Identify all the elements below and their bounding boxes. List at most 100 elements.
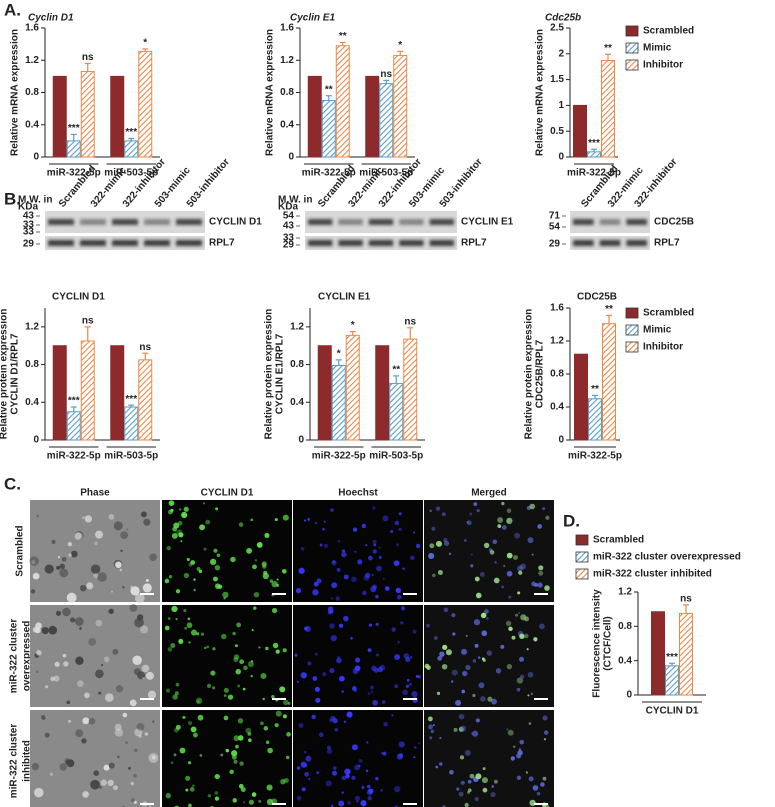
panel-label: B. <box>4 189 21 208</box>
blot-band <box>573 240 594 246</box>
x-tick-label: miR-503-5p <box>104 168 158 179</box>
y-tick-label: 1.2 <box>618 587 632 598</box>
bar <box>679 612 693 696</box>
x-tick-label: miR-322-5p <box>567 168 621 179</box>
y-axis-label: Fluorescence intensity <box>592 589 603 698</box>
column-header: Phase <box>80 488 110 499</box>
y-tick-label: 1.2 <box>25 321 39 332</box>
y-tick-label: 1.2 <box>280 55 294 66</box>
legend-swatch <box>625 324 639 336</box>
y-tick-label: 0 <box>33 435 39 446</box>
y-tick-label: 0 <box>626 690 632 701</box>
blot-band <box>80 240 106 246</box>
blot-band <box>48 219 74 225</box>
protein-label: RPL7 <box>654 238 680 249</box>
legend-swatch <box>575 568 589 580</box>
y-axis-label: Relative protein expression <box>524 309 535 440</box>
row-label: miR-322 cluster <box>9 724 20 799</box>
y-tick-label: 0.4 <box>550 402 564 413</box>
y-axis-label: Relative mRNA expression <box>265 29 276 156</box>
bar <box>651 611 665 696</box>
bar <box>138 50 153 158</box>
bar <box>80 340 95 441</box>
significance: ** <box>325 84 333 95</box>
protein-label: RPL7 <box>209 238 235 249</box>
bar <box>124 140 139 158</box>
legend-label: Scrambled <box>643 308 694 319</box>
row-label: inhibited <box>22 740 33 782</box>
blot-band <box>338 240 363 246</box>
significance: ** <box>605 304 613 315</box>
chart-title: CYCLIN D1 <box>52 292 105 303</box>
mw-label: 43 <box>283 221 295 232</box>
mw-label: 54 <box>549 222 561 233</box>
blot-band <box>599 240 621 246</box>
x-tick-label: miR-503-5p <box>359 168 413 179</box>
mw-label: 71 <box>549 211 561 222</box>
blot-band <box>626 219 647 225</box>
y-tick-label: 0.4 <box>290 397 304 408</box>
bar <box>665 665 679 696</box>
significance: *** <box>125 394 137 405</box>
bar <box>138 359 153 441</box>
legend-swatch <box>625 59 639 71</box>
bar <box>393 54 408 158</box>
significance: ** <box>604 43 612 54</box>
micrograph <box>293 500 423 602</box>
y-tick-label: 0.8 <box>25 87 39 98</box>
protein-label: CDC25B <box>654 217 694 228</box>
y-tick-label: 0 <box>558 435 564 446</box>
legend-label: Inhibitor <box>643 342 683 353</box>
blot-band <box>399 219 424 225</box>
blot-band <box>48 240 74 246</box>
y-tick-label: 1.6 <box>280 23 294 34</box>
y-tick-label: 1.5 <box>550 74 564 85</box>
panel-label: C. <box>4 474 21 493</box>
significance: * <box>398 40 402 51</box>
y-tick-label: 0.4 <box>280 119 294 130</box>
protein-label: CYCLIN E1 <box>461 217 514 228</box>
mw-label: 33 <box>23 220 35 231</box>
legend-swatch <box>625 307 639 319</box>
micrograph <box>162 710 292 807</box>
y-axis-label: Relative mRNA expression <box>535 29 546 156</box>
blot-band <box>399 240 424 246</box>
legend-label: Inhibitor <box>643 60 683 71</box>
significance: *** <box>68 123 80 134</box>
lane-label: 503-inhibitor <box>438 157 485 210</box>
blot-band <box>573 219 594 225</box>
protein-label: CYCLIN D1 <box>209 217 262 228</box>
y-tick-label: 0.8 <box>550 369 564 380</box>
bar <box>335 45 350 158</box>
mw-label: 33 <box>283 233 295 244</box>
significance: * <box>351 320 355 331</box>
mw-label: 29 <box>549 239 561 250</box>
column-header: Hoechst <box>338 488 378 499</box>
x-tick-label: miR-322-5p <box>568 451 622 462</box>
legend-label: Mimic <box>643 43 672 54</box>
bar <box>574 353 588 441</box>
lane-label: 322-inhibitor <box>633 157 680 210</box>
bar <box>307 75 322 158</box>
chart-title: Cdc25b <box>545 13 581 24</box>
significance: ** <box>591 384 599 395</box>
significance: *** <box>666 652 678 663</box>
row-label: overexpressed <box>22 621 33 692</box>
blot-band <box>308 240 333 246</box>
column-header: Merged <box>471 488 507 499</box>
micrograph <box>424 605 554 707</box>
y-tick-label: 1.2 <box>550 336 564 347</box>
bar <box>317 345 332 441</box>
y-tick-label: 1 <box>558 100 564 111</box>
micrograph <box>293 710 423 807</box>
y-tick-label: 1.2 <box>25 55 39 66</box>
mw-label: 29 <box>283 240 295 251</box>
significance: *** <box>125 127 137 138</box>
bar <box>601 60 615 158</box>
y-axis-label: Relative protein expression <box>0 309 10 440</box>
significance: ns <box>82 52 94 63</box>
bar <box>375 345 390 441</box>
y-tick-label: 0.8 <box>280 87 294 98</box>
micrograph <box>30 710 160 807</box>
y-tick-label: 0.4 <box>618 655 632 666</box>
